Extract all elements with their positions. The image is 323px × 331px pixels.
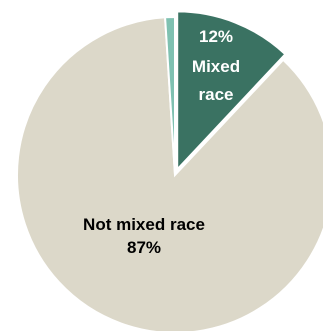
mixed-race-name-line1: Mixed xyxy=(192,57,240,76)
not-mixed-race-percent-label: 87% xyxy=(127,238,161,257)
mixed-race-percent-label: 12% xyxy=(199,27,233,46)
slice-mixed-race xyxy=(176,10,287,172)
slice-minor xyxy=(164,15,176,176)
not-mixed-race-name-label: Not mixed race xyxy=(83,215,205,234)
slice-not-mixed-race xyxy=(16,16,323,331)
pie-slices xyxy=(16,10,323,331)
mixed-race-name-line2: race xyxy=(199,85,234,104)
